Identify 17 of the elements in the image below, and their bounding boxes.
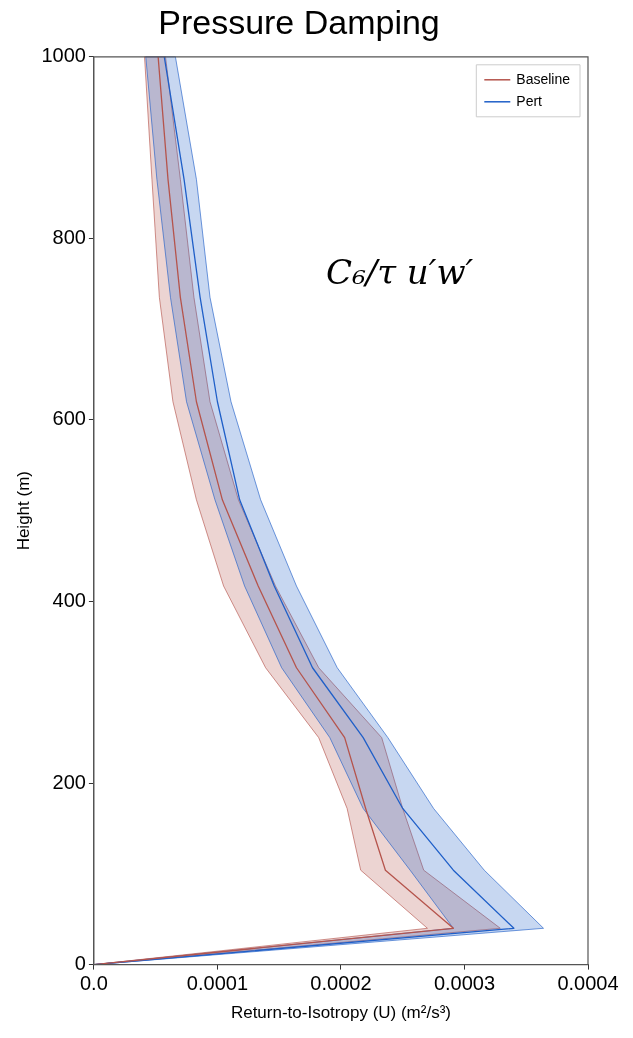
y-tick-label: 600: [52, 407, 86, 430]
y-tick-label: 200: [52, 770, 86, 793]
x-tick-label: 0.0: [79, 972, 108, 995]
y-tick-label: 400: [52, 589, 86, 611]
legend-label: Baseline: [516, 70, 571, 87]
x-tick-label: 0.0002: [310, 972, 372, 995]
x-tick-label: 0.0001: [186, 972, 249, 995]
legend-label: Pert: [516, 92, 543, 109]
y-tick-label: 800: [52, 225, 86, 248]
x-axis-title: Return-to-Isotropy (U) (m²/s³): [230, 1003, 451, 1023]
annotation: C₆/τ u′w′: [326, 251, 474, 292]
y-tick-label: 1000: [41, 44, 86, 67]
y-axis-title: Height (m): [13, 471, 33, 551]
x-tick-label: 0.0003: [433, 972, 496, 995]
chart-title: Pressure Damping: [158, 2, 440, 41]
x-tick-label: 0.0004: [557, 972, 619, 995]
y-tick-label: 0: [74, 952, 86, 975]
